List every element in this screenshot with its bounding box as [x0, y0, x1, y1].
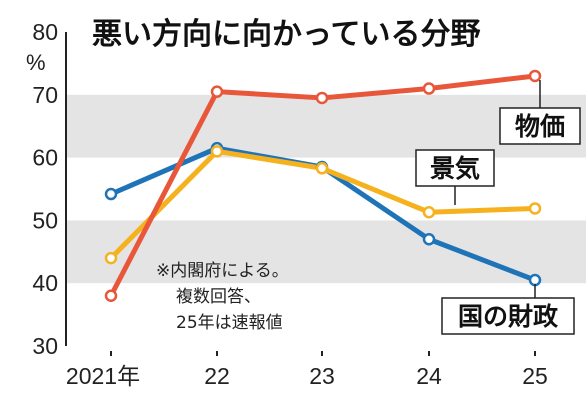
legend-keiki-box	[415, 149, 495, 187]
legend-bukka: 物価	[499, 80, 581, 145]
x-tick-label: 24	[416, 363, 442, 389]
data-point	[210, 145, 224, 158]
data-point	[422, 232, 436, 246]
data-point	[528, 273, 542, 287]
grid-band	[66, 220, 586, 284]
legend-bukka-label: 物価	[515, 112, 565, 141]
y-tick-label: 40	[32, 270, 58, 296]
data-point	[315, 91, 329, 105]
chart-title: 悪い方向に向かっている分野	[92, 17, 481, 52]
y-tick-label: 50	[32, 207, 58, 233]
y-tick-label: 30	[32, 333, 58, 359]
data-point	[104, 251, 118, 265]
legend-keiki: 景気	[415, 149, 495, 205]
data-point	[104, 289, 118, 303]
legend-kuni-label: 国の財政	[458, 302, 559, 331]
data-point	[528, 69, 542, 83]
y-tick-label: 80	[32, 19, 58, 45]
data-point	[422, 82, 436, 95]
note-line-2: 複数回答、	[176, 287, 261, 307]
source-note: ※内閣府による。 複数回答、 25年は速報値	[156, 261, 289, 333]
y-tick-labels: 30 40 50 60 70 80	[32, 19, 58, 359]
x-tick-label: 23	[309, 363, 335, 389]
data-point	[422, 205, 436, 219]
data-point	[528, 202, 542, 215]
x-tick-label: 25	[522, 363, 548, 389]
data-point	[104, 187, 118, 201]
y-unit-label: %	[26, 50, 46, 75]
legend-kuni-box	[441, 297, 575, 335]
series-points	[104, 69, 542, 303]
legend-keiki-label: 景気	[430, 154, 480, 183]
note-line-1: ※内閣府による。	[156, 261, 289, 281]
x-tick-labels: 2021年 22 23 24 25	[66, 351, 548, 389]
x-tick-label: 22	[204, 363, 230, 389]
legend-kuni: 国の財政	[441, 284, 575, 335]
y-tick-label: 70	[32, 82, 58, 108]
data-point	[315, 162, 329, 175]
legend-bukka-box	[499, 107, 581, 145]
data-point	[210, 85, 224, 98]
x-tick-label: 2021年	[66, 363, 140, 389]
y-tick-label: 60	[32, 145, 58, 171]
note-line-3: 25年は速報値	[176, 313, 283, 333]
